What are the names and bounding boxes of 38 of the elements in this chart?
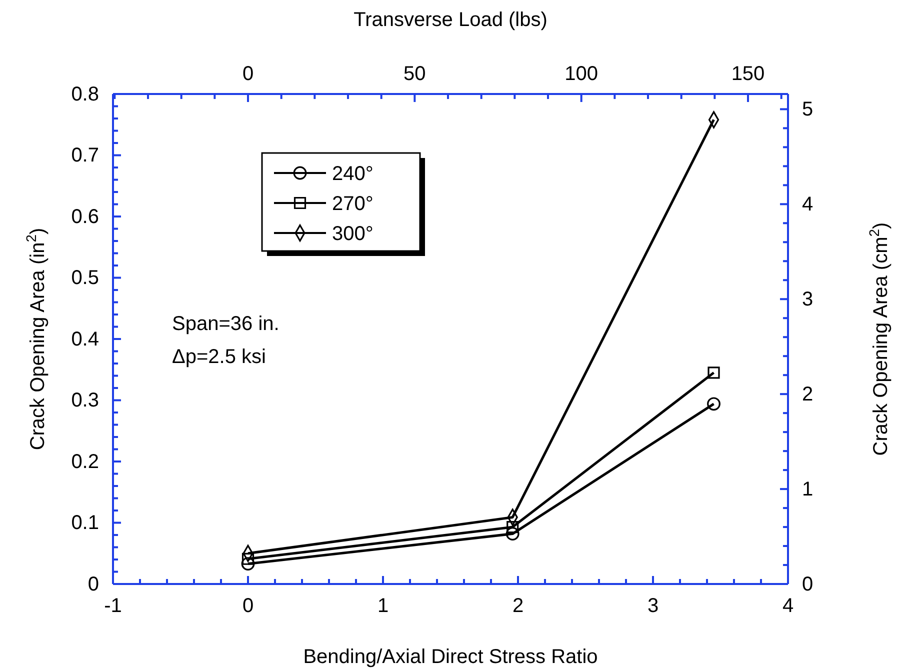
- y2-tick-label: 4: [802, 194, 814, 216]
- y-tick-label: 0.4: [71, 328, 99, 350]
- point: [506, 520, 519, 534]
- x2-tick-label: 50: [404, 63, 426, 85]
- y2-tick-label: 3: [802, 288, 814, 311]
- y2-tick-label: 5: [802, 98, 814, 121]
- x2-axis-title: Transverse Load (lbs): [354, 9, 548, 31]
- y-tick-label: 0.3: [71, 390, 99, 412]
- y2-tick-label: 0: [802, 573, 814, 596]
- legend-label: 240°: [332, 163, 374, 185]
- x-tick-label: 2: [512, 595, 524, 618]
- point: [708, 366, 720, 379]
- x-axis-title: Bending/Axial Direct Stress Ratio: [303, 646, 598, 668]
- x2-tick-label: 100: [564, 63, 598, 85]
- x-tick-label: 1: [377, 595, 389, 618]
- point: [242, 552, 254, 565]
- y2-tick-label: 2: [802, 383, 814, 406]
- y-tick-label: 0.8: [71, 83, 99, 106]
- annotation: Δp=2.5 ksi: [172, 346, 266, 368]
- x-tick-label: 4: [782, 595, 794, 618]
- point: [707, 397, 720, 411]
- y-tick-label: 0.1: [71, 512, 99, 534]
- y2-tick-label: 1: [802, 478, 814, 500]
- legend-label: 270°: [332, 193, 374, 215]
- x-tick-label: 3: [647, 595, 659, 618]
- y-tick-label: 0.2: [71, 450, 99, 473]
- annotation: Span=36 in.: [172, 313, 280, 335]
- x2-tick-label: 150: [731, 63, 765, 85]
- y-tick-label: 0.6: [71, 206, 99, 228]
- point: [506, 527, 520, 540]
- legend-label: 300°: [332, 223, 374, 245]
- x-tick-label: 0: [242, 595, 254, 618]
- point: [241, 557, 255, 570]
- x2-tick-label: 0: [242, 63, 254, 85]
- x-tick-label: -1: [104, 595, 122, 618]
- y-tick-label: 0.7: [71, 144, 99, 167]
- y-tick-label: 0.5: [71, 267, 99, 290]
- y-tick-label: 0: [88, 573, 99, 596]
